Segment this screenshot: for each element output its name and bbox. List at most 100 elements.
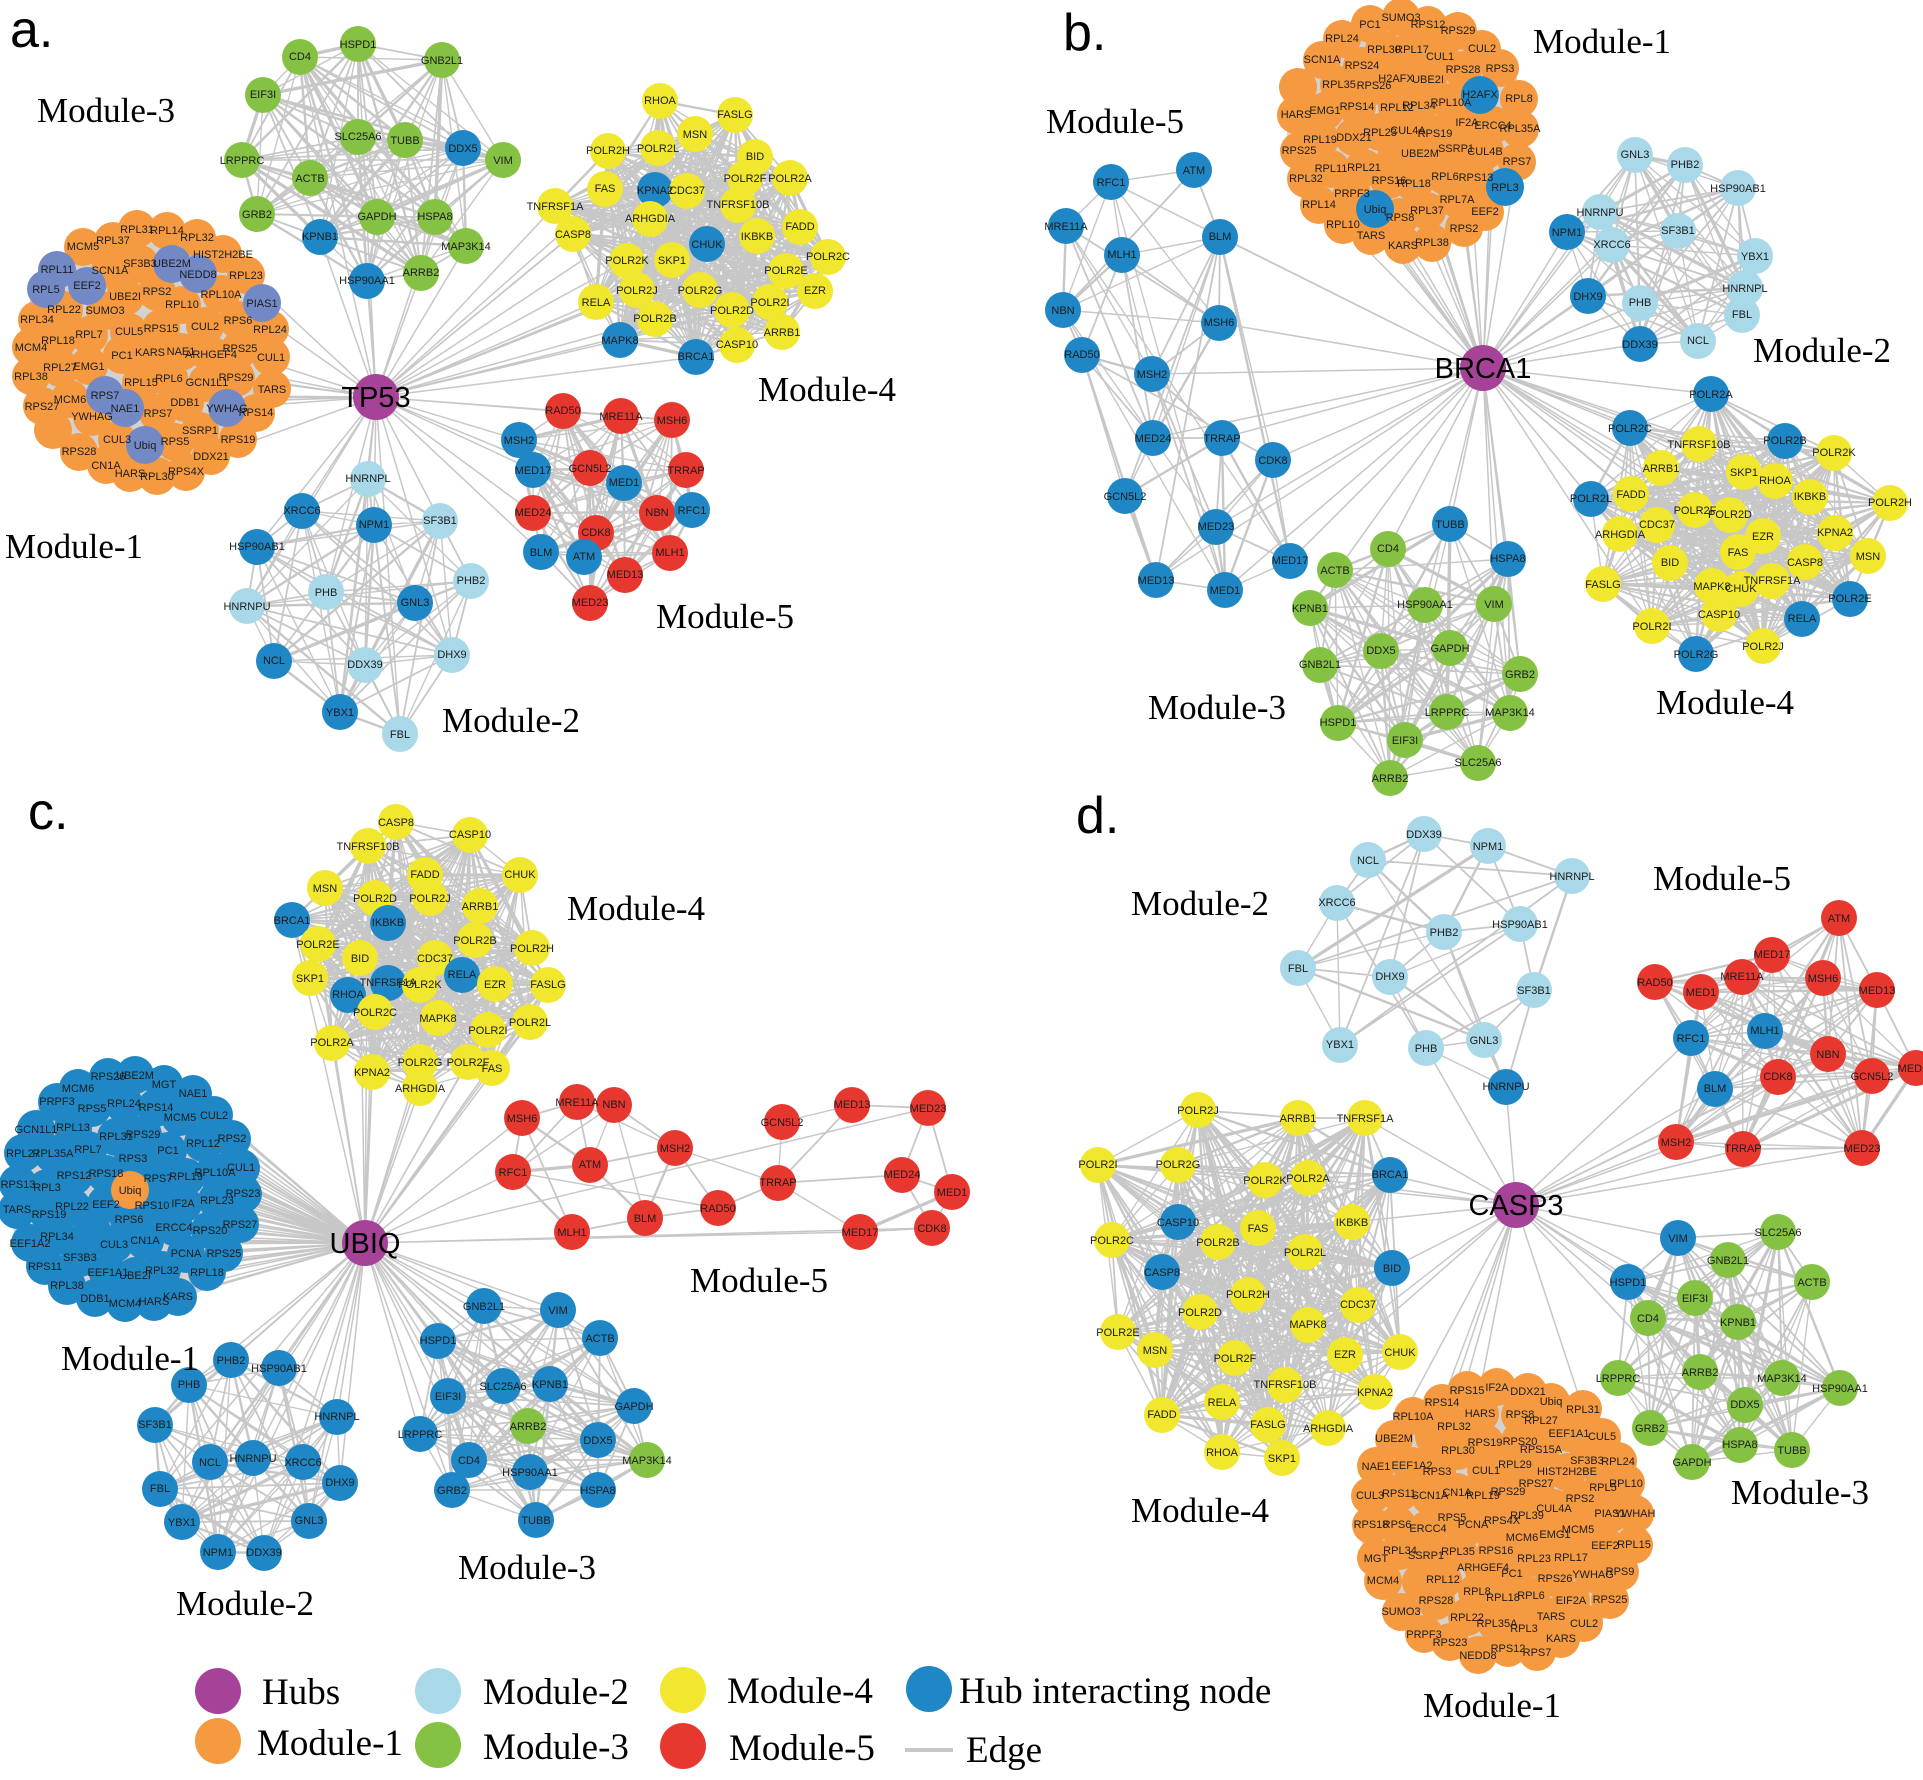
svg-text:RPS19: RPS19 bbox=[1418, 128, 1453, 140]
svg-text:SF3B3: SF3B3 bbox=[1570, 1455, 1604, 1467]
svg-text:EMG1: EMG1 bbox=[73, 361, 104, 373]
svg-text:MSH2: MSH2 bbox=[1137, 369, 1168, 381]
svg-text:RPS19: RPS19 bbox=[221, 434, 256, 446]
svg-text:MED17: MED17 bbox=[842, 1227, 879, 1239]
svg-text:IKBKB: IKBKB bbox=[1794, 491, 1826, 503]
svg-text:TUBB: TUBB bbox=[1777, 1445, 1806, 1457]
svg-text:HNRNPL: HNRNPL bbox=[1722, 283, 1767, 295]
svg-text:RPL24: RPL24 bbox=[107, 1098, 141, 1110]
svg-text:MLH1: MLH1 bbox=[1750, 1025, 1779, 1037]
svg-text:HIST2H2BE: HIST2H2BE bbox=[193, 249, 253, 261]
svg-text:ERCC4: ERCC4 bbox=[1409, 1523, 1446, 1535]
svg-text:BRCA1: BRCA1 bbox=[678, 351, 715, 363]
svg-text:POLR2B: POLR2B bbox=[453, 935, 496, 947]
svg-text:RPS11: RPS11 bbox=[1382, 1488, 1416, 1500]
svg-text:BID: BID bbox=[1383, 1263, 1401, 1275]
svg-text:MSH6: MSH6 bbox=[1808, 973, 1839, 985]
svg-text:BRCA1: BRCA1 bbox=[1435, 353, 1532, 385]
svg-text:CHUK: CHUK bbox=[691, 239, 723, 251]
svg-text:MED23: MED23 bbox=[1198, 521, 1235, 533]
svg-text:RPL5: RPL5 bbox=[32, 284, 60, 296]
svg-text:Hubs: Hubs bbox=[262, 1672, 340, 1713]
svg-text:BRCA1: BRCA1 bbox=[1372, 1169, 1409, 1181]
svg-text:TUBB: TUBB bbox=[390, 135, 419, 147]
svg-text:RPS5: RPS5 bbox=[161, 436, 190, 448]
svg-text:ARRB2: ARRB2 bbox=[510, 1421, 547, 1433]
svg-text:RPL18: RPL18 bbox=[1397, 178, 1431, 190]
svg-text:GRB2: GRB2 bbox=[242, 209, 272, 221]
svg-text:DDX21: DDX21 bbox=[1510, 1386, 1545, 1398]
svg-text:RPL17: RPL17 bbox=[1395, 44, 1429, 56]
svg-text:MCM4: MCM4 bbox=[109, 1298, 141, 1310]
svg-text:HSPD1: HSPD1 bbox=[420, 1335, 457, 1347]
svg-text:POLR2H: POLR2H bbox=[510, 943, 554, 955]
svg-text:TARS: TARS bbox=[3, 1204, 32, 1216]
svg-text:MED13: MED13 bbox=[1859, 985, 1896, 997]
svg-text:EIF3I: EIF3I bbox=[1392, 735, 1418, 747]
svg-text:RPL34: RPL34 bbox=[1383, 1545, 1417, 1557]
svg-text:PCNA: PCNA bbox=[1458, 1519, 1489, 1531]
svg-text:DDX21: DDX21 bbox=[193, 451, 228, 463]
svg-text:POLR2F: POLR2F bbox=[447, 1057, 490, 1069]
svg-text:MED24: MED24 bbox=[1135, 433, 1172, 445]
svg-text:HSP90AB1: HSP90AB1 bbox=[229, 541, 285, 553]
svg-text:MED13: MED13 bbox=[834, 1099, 871, 1111]
svg-text:RPL22: RPL22 bbox=[1450, 1612, 1484, 1624]
svg-text:SCN1A: SCN1A bbox=[92, 265, 129, 277]
svg-text:EIF3I: EIF3I bbox=[1682, 1293, 1708, 1305]
svg-text:RPS18: RPS18 bbox=[1354, 1519, 1389, 1531]
svg-text:GAPDH: GAPDH bbox=[1672, 1457, 1711, 1469]
svg-text:RPL31: RPL31 bbox=[99, 1131, 133, 1143]
svg-text:KPNB1: KPNB1 bbox=[532, 1379, 568, 1391]
svg-text:BLM: BLM bbox=[1209, 231, 1232, 243]
svg-text:RPS26: RPS26 bbox=[91, 1071, 126, 1083]
svg-text:NPM1: NPM1 bbox=[1552, 227, 1583, 239]
svg-text:MED23: MED23 bbox=[572, 597, 609, 609]
svg-text:POLR2G: POLR2G bbox=[1674, 649, 1719, 661]
svg-text:IF2A: IF2A bbox=[171, 1198, 195, 1210]
svg-text:c.: c. bbox=[28, 783, 68, 841]
svg-text:YWHAG: YWHAG bbox=[71, 411, 113, 423]
svg-text:PHB: PHB bbox=[1629, 297, 1652, 309]
svg-text:RPS14: RPS14 bbox=[239, 407, 274, 419]
svg-text:MAPK8: MAPK8 bbox=[601, 335, 638, 347]
svg-text:POLR2L: POLR2L bbox=[1284, 1247, 1326, 1259]
svg-text:ATM: ATM bbox=[1183, 165, 1205, 177]
svg-text:RPL17: RPL17 bbox=[1554, 1552, 1588, 1564]
svg-text:RPS3: RPS3 bbox=[1486, 63, 1515, 75]
svg-text:Ubiq: Ubiq bbox=[119, 1185, 142, 1197]
svg-text:KARS: KARS bbox=[1388, 240, 1418, 252]
svg-text:RPL38: RPL38 bbox=[14, 371, 48, 383]
svg-text:H2AFX: H2AFX bbox=[1378, 73, 1414, 85]
svg-text:GCN5L2: GCN5L2 bbox=[569, 463, 612, 475]
svg-text:UBE2M: UBE2M bbox=[153, 258, 191, 270]
svg-text:HSP90AB1: HSP90AB1 bbox=[1710, 183, 1766, 195]
svg-text:RPS4X: RPS4X bbox=[1484, 1515, 1521, 1527]
svg-text:VIM: VIM bbox=[548, 1305, 568, 1317]
svg-text:EEF1A1: EEF1A1 bbox=[1549, 1428, 1590, 1440]
svg-text:RPL34: RPL34 bbox=[1402, 100, 1436, 112]
svg-text:HARS: HARS bbox=[1465, 1408, 1496, 1420]
svg-text:RPL21: RPL21 bbox=[1347, 162, 1381, 174]
svg-text:XRCC6: XRCC6 bbox=[1318, 897, 1355, 909]
svg-text:SLC25A6: SLC25A6 bbox=[479, 1381, 526, 1393]
svg-text:RPS28: RPS28 bbox=[1446, 64, 1481, 76]
svg-text:RPS29: RPS29 bbox=[126, 1129, 161, 1141]
svg-text:Module-5: Module-5 bbox=[656, 597, 794, 636]
svg-text:MED23: MED23 bbox=[910, 1103, 947, 1115]
svg-text:RPL24: RPL24 bbox=[253, 324, 287, 336]
svg-text:EEF2: EEF2 bbox=[1591, 1540, 1619, 1552]
svg-text:ERCC4: ERCC4 bbox=[155, 1222, 192, 1234]
svg-text:GNB2L1: GNB2L1 bbox=[1299, 659, 1341, 671]
svg-text:SKP1: SKP1 bbox=[1268, 1453, 1296, 1465]
svg-text:EEF2: EEF2 bbox=[1471, 206, 1499, 218]
svg-text:KARS: KARS bbox=[135, 347, 165, 359]
svg-text:ARRB2: ARRB2 bbox=[403, 267, 440, 279]
svg-text:PHB2: PHB2 bbox=[1430, 927, 1459, 939]
svg-text:POLR2A: POLR2A bbox=[310, 1037, 354, 1049]
svg-text:SKP1: SKP1 bbox=[658, 255, 686, 267]
svg-text:DDX39: DDX39 bbox=[1406, 829, 1441, 841]
svg-text:RPL10A: RPL10A bbox=[195, 1167, 237, 1179]
svg-text:POLR2K: POLR2K bbox=[605, 255, 649, 267]
svg-text:FAS: FAS bbox=[482, 1063, 503, 1075]
